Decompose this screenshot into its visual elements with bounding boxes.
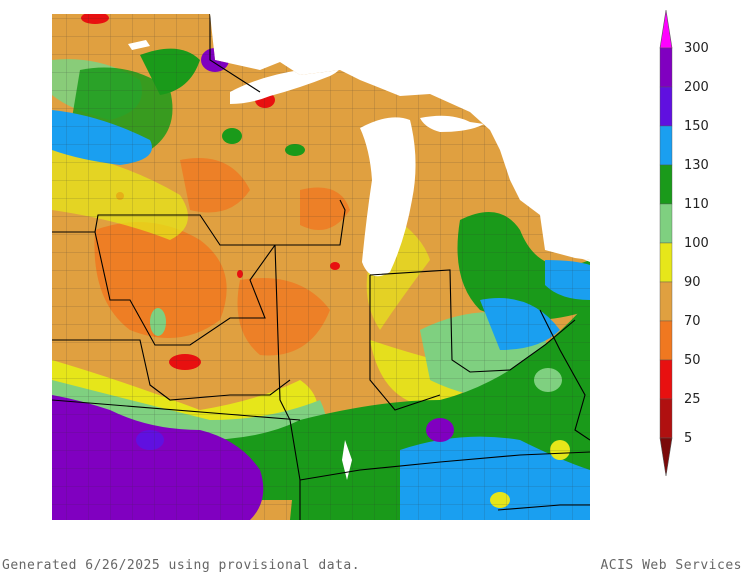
legend-bottom-arrow (659, 437, 673, 477)
map-fill-layer (52, 14, 590, 520)
legend-label-5: 5 (684, 431, 693, 446)
lake-michigan (360, 117, 416, 277)
footer-credit: ACIS Web Services (600, 558, 742, 573)
legend-label-70: 70 (684, 314, 701, 329)
legend-label-200: 200 (684, 80, 709, 95)
state-boundaries (52, 14, 590, 520)
legend-label-50: 50 (684, 353, 701, 368)
legend-label-150: 150 (684, 119, 709, 134)
legend-top-arrow (659, 9, 673, 49)
legend-label-25: 25 (684, 392, 701, 407)
legend-label-90: 90 (684, 275, 701, 290)
precipitation-map: 300 200 150 130 110 100 90 70 50 25 5 (52, 9, 709, 520)
lake-huron-north (420, 115, 484, 132)
legend-label-300: 300 (684, 41, 709, 56)
map-svg (52, 9, 673, 520)
legend-colorbar (659, 9, 673, 477)
footer-generated-note: Generated 6/26/2025 using provisional da… (2, 558, 361, 573)
legend-label-110: 110 (684, 197, 709, 212)
legend-label-100: 100 (684, 236, 709, 251)
legend-label-130: 130 (684, 158, 709, 173)
